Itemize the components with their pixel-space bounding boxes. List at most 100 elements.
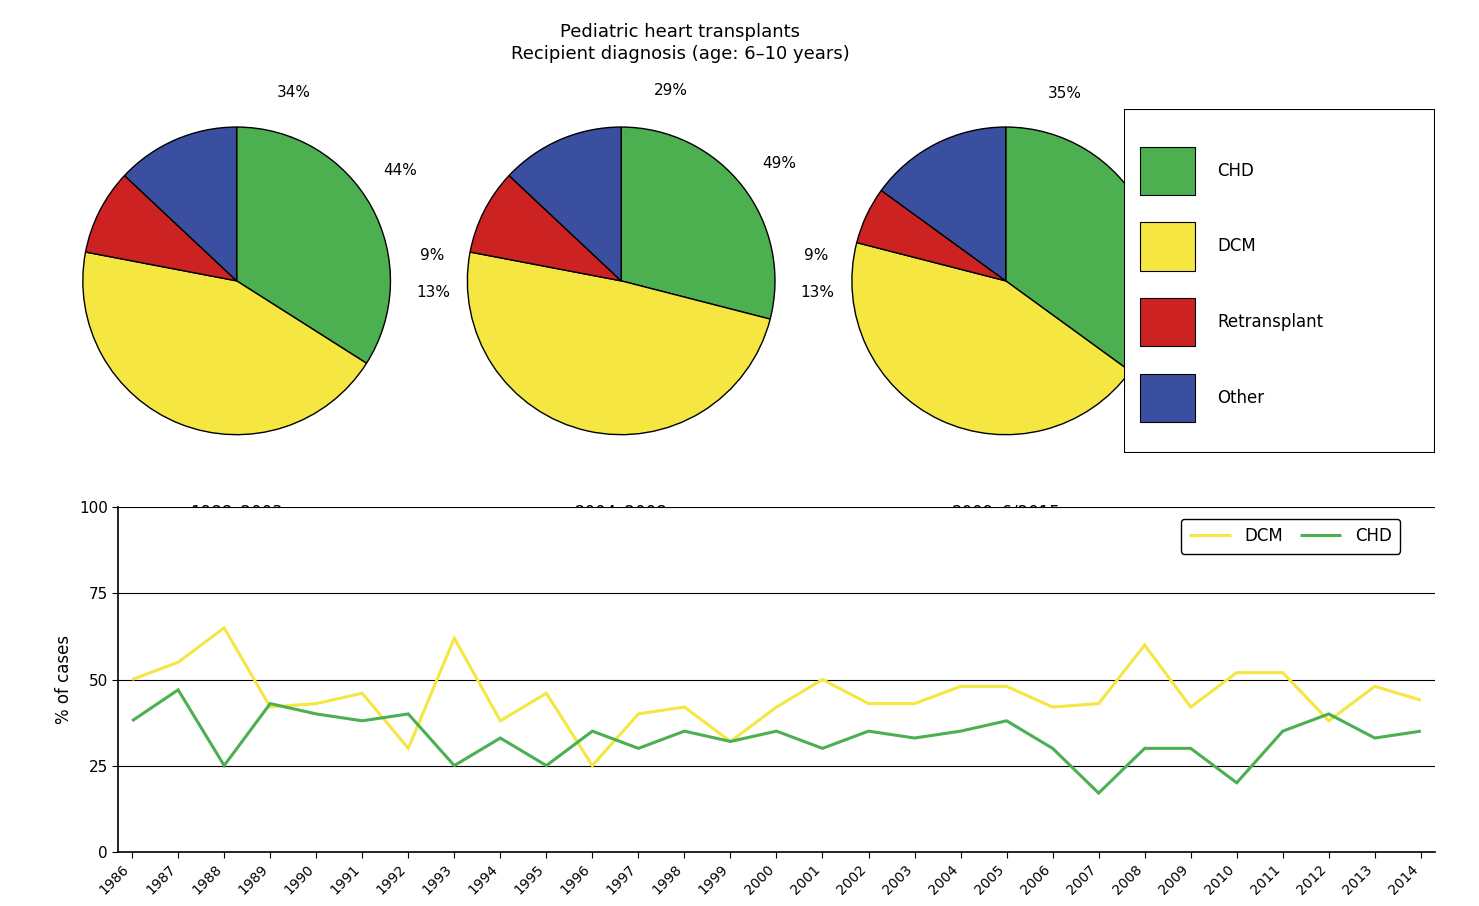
Wedge shape — [1006, 127, 1160, 371]
DCM — [1412, 695, 1430, 706]
CHD — [1319, 708, 1337, 719]
CHD — [353, 716, 371, 727]
Text: 2009–6/2015: 2009–6/2015 — [951, 504, 1060, 522]
CHD — [1273, 726, 1291, 737]
Text: Recipient diagnosis (age: 6–10 years): Recipient diagnosis (age: 6–10 years) — [510, 45, 850, 63]
CHD — [262, 699, 280, 709]
Text: CHD: CHD — [1217, 161, 1254, 179]
DCM — [1136, 640, 1154, 651]
CHD — [1367, 733, 1384, 744]
Wedge shape — [621, 127, 775, 319]
DCM — [1182, 701, 1199, 712]
FancyBboxPatch shape — [1140, 222, 1195, 271]
CHD — [813, 743, 831, 754]
DCM — [998, 681, 1016, 692]
Text: Retransplant: Retransplant — [1217, 313, 1324, 332]
CHD — [676, 726, 694, 737]
CHD — [123, 716, 141, 727]
Text: 9%: 9% — [805, 247, 828, 263]
DCM — [813, 674, 831, 685]
CHD — [998, 716, 1016, 727]
CHD — [1090, 787, 1108, 798]
DCM — [216, 622, 234, 633]
Text: 35%: 35% — [1049, 85, 1083, 101]
Text: DCM: DCM — [1217, 237, 1256, 255]
CHD — [1412, 726, 1430, 737]
Text: 13%: 13% — [416, 285, 450, 301]
DCM — [951, 681, 969, 692]
Line: DCM: DCM — [132, 628, 1421, 766]
Wedge shape — [470, 176, 621, 281]
DCM — [399, 743, 417, 754]
Line: CHD: CHD — [132, 689, 1421, 793]
CHD — [399, 708, 417, 719]
CHD — [537, 760, 555, 771]
Wedge shape — [852, 243, 1130, 435]
DCM — [859, 699, 877, 709]
Text: 15%: 15% — [1186, 282, 1219, 297]
CHD — [445, 760, 463, 771]
CHD — [1136, 743, 1154, 754]
DCM — [722, 736, 740, 747]
FancyBboxPatch shape — [1140, 374, 1195, 422]
DCM — [1090, 699, 1108, 709]
Text: Pediatric heart transplants: Pediatric heart transplants — [561, 23, 800, 41]
DCM — [537, 688, 555, 699]
DCM — [123, 674, 141, 685]
Text: 2004–2008: 2004–2008 — [575, 504, 667, 522]
Wedge shape — [881, 127, 1006, 281]
DCM — [1273, 667, 1291, 678]
FancyBboxPatch shape — [1124, 109, 1435, 453]
CHD — [905, 733, 923, 744]
CHD — [308, 708, 325, 719]
Text: 44%: 44% — [1154, 166, 1188, 181]
CHD — [491, 733, 509, 744]
CHD — [1044, 743, 1062, 754]
Text: Other: Other — [1217, 389, 1265, 407]
Text: 9%: 9% — [420, 247, 444, 263]
DCM — [491, 716, 509, 727]
DCM — [676, 701, 694, 712]
Text: 29%: 29% — [654, 82, 688, 98]
Wedge shape — [237, 127, 390, 363]
DCM — [308, 699, 325, 709]
CHD — [1228, 777, 1245, 788]
DCM — [905, 699, 923, 709]
DCM — [1044, 701, 1062, 712]
CHD — [216, 760, 234, 771]
CHD — [768, 726, 785, 737]
DCM — [1319, 716, 1337, 727]
Wedge shape — [86, 176, 237, 281]
Text: 34%: 34% — [277, 85, 311, 100]
DCM — [630, 708, 648, 719]
Text: 44%: 44% — [383, 163, 417, 178]
CHD — [859, 726, 877, 737]
Y-axis label: % of cases: % of cases — [56, 635, 74, 724]
DCM — [1367, 681, 1384, 692]
DCM — [584, 760, 602, 771]
DCM — [445, 632, 463, 643]
CHD — [722, 736, 740, 747]
Wedge shape — [124, 127, 237, 281]
Text: 49%: 49% — [763, 156, 797, 171]
Wedge shape — [83, 252, 367, 435]
DCM — [353, 688, 371, 699]
Text: 13%: 13% — [800, 285, 834, 301]
FancyBboxPatch shape — [1140, 147, 1195, 195]
Text: 6%: 6% — [1189, 246, 1213, 261]
CHD — [1182, 743, 1199, 754]
CHD — [951, 726, 969, 737]
Text: 1988–2003: 1988–2003 — [191, 504, 282, 522]
DCM — [169, 657, 186, 668]
Wedge shape — [509, 127, 621, 281]
Legend: DCM, CHD: DCM, CHD — [1182, 519, 1401, 554]
CHD — [630, 743, 648, 754]
Wedge shape — [856, 190, 1006, 281]
FancyBboxPatch shape — [1140, 298, 1195, 346]
DCM — [1228, 667, 1245, 678]
Wedge shape — [467, 252, 771, 435]
CHD — [584, 726, 602, 737]
DCM — [768, 701, 785, 712]
DCM — [262, 701, 280, 712]
CHD — [169, 684, 186, 695]
